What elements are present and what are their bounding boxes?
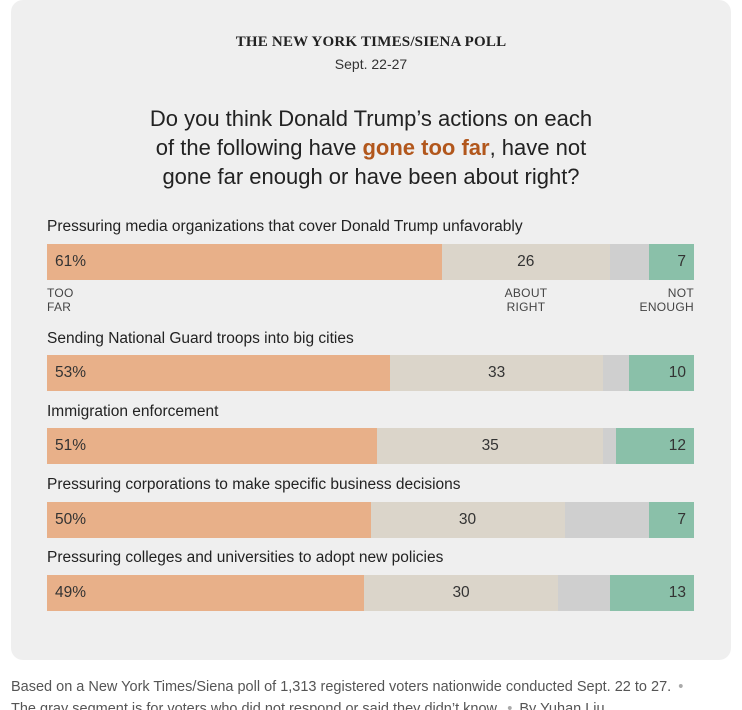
question-line-1: Do you think Donald Trump’s actions on e… bbox=[149, 106, 593, 131]
legend-about-right: ABOUT RIGHT bbox=[496, 286, 556, 314]
footer-gray-note: The gray segment is for voters who did n… bbox=[11, 701, 501, 710]
legend-not-enough-line-1: NOT bbox=[667, 286, 694, 300]
legend-not-enough-line-2: ENOUGH bbox=[639, 300, 694, 314]
footer-separator-1: • bbox=[678, 679, 684, 695]
question-line-2: of the following have gone too far, have… bbox=[0, 133, 742, 162]
legend-about-right-line-1: ABOUT bbox=[504, 286, 548, 300]
bar-segment-no-answer bbox=[558, 575, 610, 611]
question-highlight: gone too far bbox=[362, 135, 490, 160]
data-label-about-right: 33 bbox=[488, 364, 506, 381]
bar-segment-not-enough: 7 bbox=[648, 502, 694, 538]
question-line-3: gone far enough or have been about right… bbox=[162, 164, 580, 189]
bar-segment-no-answer bbox=[603, 355, 630, 391]
bar-segment-about-right: 33 bbox=[389, 355, 604, 391]
category-label: Sending National Guard troops into big c… bbox=[47, 330, 354, 347]
data-label-not-enough: 10 bbox=[668, 364, 686, 381]
footer-text: Based on a New York Times/Siena poll of … bbox=[11, 679, 672, 695]
data-label-about-right: 30 bbox=[458, 511, 477, 528]
data-label-too-far: 51% bbox=[55, 437, 87, 454]
bar-segment-about-right: 30 bbox=[370, 502, 565, 538]
bar-segment-no-answer bbox=[603, 428, 617, 464]
legend-not-enough: NOT ENOUGH bbox=[624, 286, 694, 314]
poll-name: THE NEW YORK TIMES/SIENA POLL bbox=[235, 34, 507, 50]
poll-date: Sept. 22-27 bbox=[334, 56, 408, 72]
question-line-2-post: , have not bbox=[489, 135, 587, 160]
data-label-about-right: 30 bbox=[452, 584, 470, 601]
data-label-too-far: 61% bbox=[55, 253, 87, 270]
bar-segment-not-enough: 7 bbox=[648, 244, 694, 280]
bar-segment-no-answer bbox=[609, 244, 649, 280]
data-label-about-right: 35 bbox=[481, 437, 499, 454]
bar-segment-not-enough: 10 bbox=[629, 355, 694, 391]
footer-note: Based on a New York Times/Siena poll of … bbox=[11, 676, 711, 710]
bar-row: 51% 35 12 bbox=[47, 428, 694, 464]
bar-segment-not-enough: 13 bbox=[609, 575, 694, 611]
legend-too-far-line-1: TOO bbox=[47, 286, 74, 300]
legend-about-right-line-2: RIGHT bbox=[506, 300, 546, 314]
bar-row: 53% 33 10 bbox=[47, 355, 694, 391]
chart-card bbox=[11, 0, 731, 660]
category-label: Pressuring corporations to make specific… bbox=[47, 476, 461, 493]
category-label: Immigration enforcement bbox=[47, 403, 219, 420]
bar-segment-too-far: 53% bbox=[47, 355, 390, 391]
bar-segment-too-far: 51% bbox=[47, 428, 377, 464]
data-label-about-right: 26 bbox=[517, 253, 535, 270]
bar-segment-too-far: 61% bbox=[47, 244, 442, 280]
legend-too-far: TOO FAR bbox=[47, 286, 74, 314]
bar-segment-too-far: 50% bbox=[47, 502, 371, 538]
question-line-2-pre: of the following have bbox=[155, 135, 363, 160]
bar-segment-too-far: 49% bbox=[47, 575, 365, 611]
bar-row: 49% 30 13 bbox=[47, 575, 694, 611]
category-label: Pressuring colleges and universities to … bbox=[47, 549, 444, 566]
legend-too-far-line-2: FAR bbox=[47, 300, 72, 314]
bar-segment-about-right: 30 bbox=[364, 575, 559, 611]
data-label-too-far: 53% bbox=[55, 364, 87, 381]
category-label: Pressuring media organizations that cove… bbox=[47, 218, 523, 235]
footer-separator-2: • bbox=[507, 701, 513, 710]
footer-byline: By Yuhan Liu bbox=[519, 701, 605, 710]
data-label-not-enough: 13 bbox=[668, 584, 686, 601]
bar-row: 61% 26 7 bbox=[47, 244, 694, 280]
bar-segment-about-right: 35 bbox=[376, 428, 604, 464]
chart-question: Do you think Donald Trump’s actions on e… bbox=[0, 104, 742, 191]
bar-segment-no-answer bbox=[564, 502, 649, 538]
data-label-not-enough: 7 bbox=[677, 511, 686, 528]
bar-segment-not-enough: 12 bbox=[616, 428, 694, 464]
data-label-not-enough: 7 bbox=[677, 253, 686, 270]
bar-segment-about-right: 26 bbox=[441, 244, 610, 280]
bar-row: 50% 30 7 bbox=[47, 502, 694, 538]
data-label-too-far: 49% bbox=[55, 584, 87, 601]
data-label-not-enough: 12 bbox=[668, 437, 686, 454]
data-label-too-far: 50% bbox=[55, 511, 87, 528]
